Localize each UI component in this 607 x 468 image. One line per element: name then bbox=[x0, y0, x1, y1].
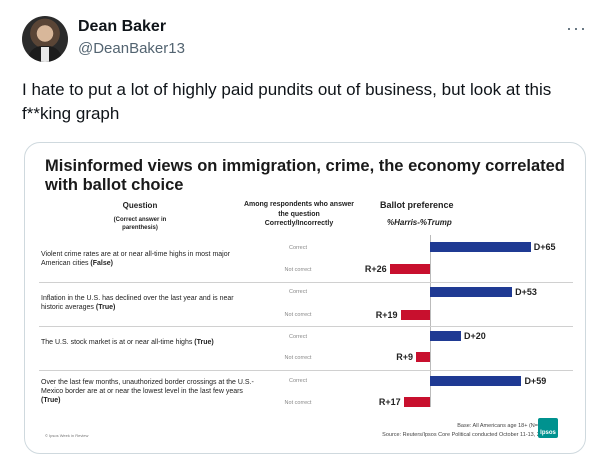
question-text: Inflation in the U.S. has declined over … bbox=[41, 295, 234, 311]
ballot-subheader: %Harris-%Trump bbox=[387, 218, 452, 227]
question-header: Question bbox=[122, 201, 158, 210]
chart-image[interactable]: Misinformed views on immigration, crime,… bbox=[24, 142, 586, 454]
tweet-header: Dean Baker @DeanBaker13 ··· bbox=[22, 16, 587, 64]
trump-bar bbox=[403, 397, 430, 407]
bar-value-label: R+19 bbox=[375, 310, 398, 320]
row-divider bbox=[39, 326, 573, 327]
bar-value-label: D+53 bbox=[515, 287, 537, 297]
not-correct-label: Not correct bbox=[284, 355, 312, 361]
question-text: The U.S. stock market is at or near all-… bbox=[41, 339, 214, 346]
footer-credit: © Ipsos Week in Review bbox=[45, 433, 89, 438]
correct-label: Correct bbox=[288, 289, 308, 295]
row-divider bbox=[39, 282, 573, 283]
not-correct-label: Not correct bbox=[284, 312, 312, 318]
ipsos-logo: Ipsos bbox=[538, 418, 558, 438]
not-correct-label: Not correct bbox=[284, 267, 312, 273]
bar-value-label: R+26 bbox=[364, 264, 387, 274]
bar-value-label: R+9 bbox=[396, 352, 414, 362]
question-text: Over the last few months, unauthorized b… bbox=[41, 379, 254, 404]
row-divider bbox=[39, 370, 573, 371]
author-handle[interactable]: @DeanBaker13 bbox=[78, 40, 185, 57]
harris-bar bbox=[430, 287, 513, 297]
author-avatar[interactable] bbox=[22, 16, 68, 62]
correct-label: Correct bbox=[288, 378, 308, 384]
trump-bar bbox=[389, 264, 430, 274]
harris-bar bbox=[430, 331, 461, 341]
bar-value-label: D+59 bbox=[524, 376, 547, 386]
correct-label: Correct bbox=[288, 245, 308, 251]
author-name[interactable]: Dean Baker bbox=[78, 18, 167, 35]
trump-bar bbox=[416, 352, 430, 362]
ballot-header: Ballot preference bbox=[380, 200, 454, 210]
source-note: Source: Reuters/Ipsos Core Political con… bbox=[382, 432, 549, 438]
correct-label: Correct bbox=[288, 334, 308, 340]
question-text: Violent crime rates are at or near all-t… bbox=[41, 251, 230, 267]
harris-bar bbox=[430, 376, 522, 386]
question-subheader: (Correct answer in parenthesis) bbox=[113, 217, 167, 231]
bar-value-label: D+20 bbox=[464, 331, 486, 341]
zero-axis bbox=[430, 235, 431, 407]
more-options-icon[interactable]: ··· bbox=[566, 18, 587, 38]
bar-value-label: D+65 bbox=[533, 242, 556, 252]
chart-title: Misinformed views on immigration, crime,… bbox=[45, 157, 565, 194]
avatar-shirt bbox=[41, 47, 49, 62]
bar-value-label: R+17 bbox=[378, 397, 401, 407]
harris-bar bbox=[430, 242, 531, 252]
base-note: Base: All Americans age 18+ (N=938) bbox=[457, 423, 549, 429]
not-correct-label: Not correct bbox=[284, 400, 312, 406]
trump-bar bbox=[400, 310, 430, 320]
respondents-header: Among respondents who answer the questio… bbox=[243, 201, 355, 227]
tweet-text: I hate to put a lot of highly paid pundi… bbox=[22, 80, 552, 123]
